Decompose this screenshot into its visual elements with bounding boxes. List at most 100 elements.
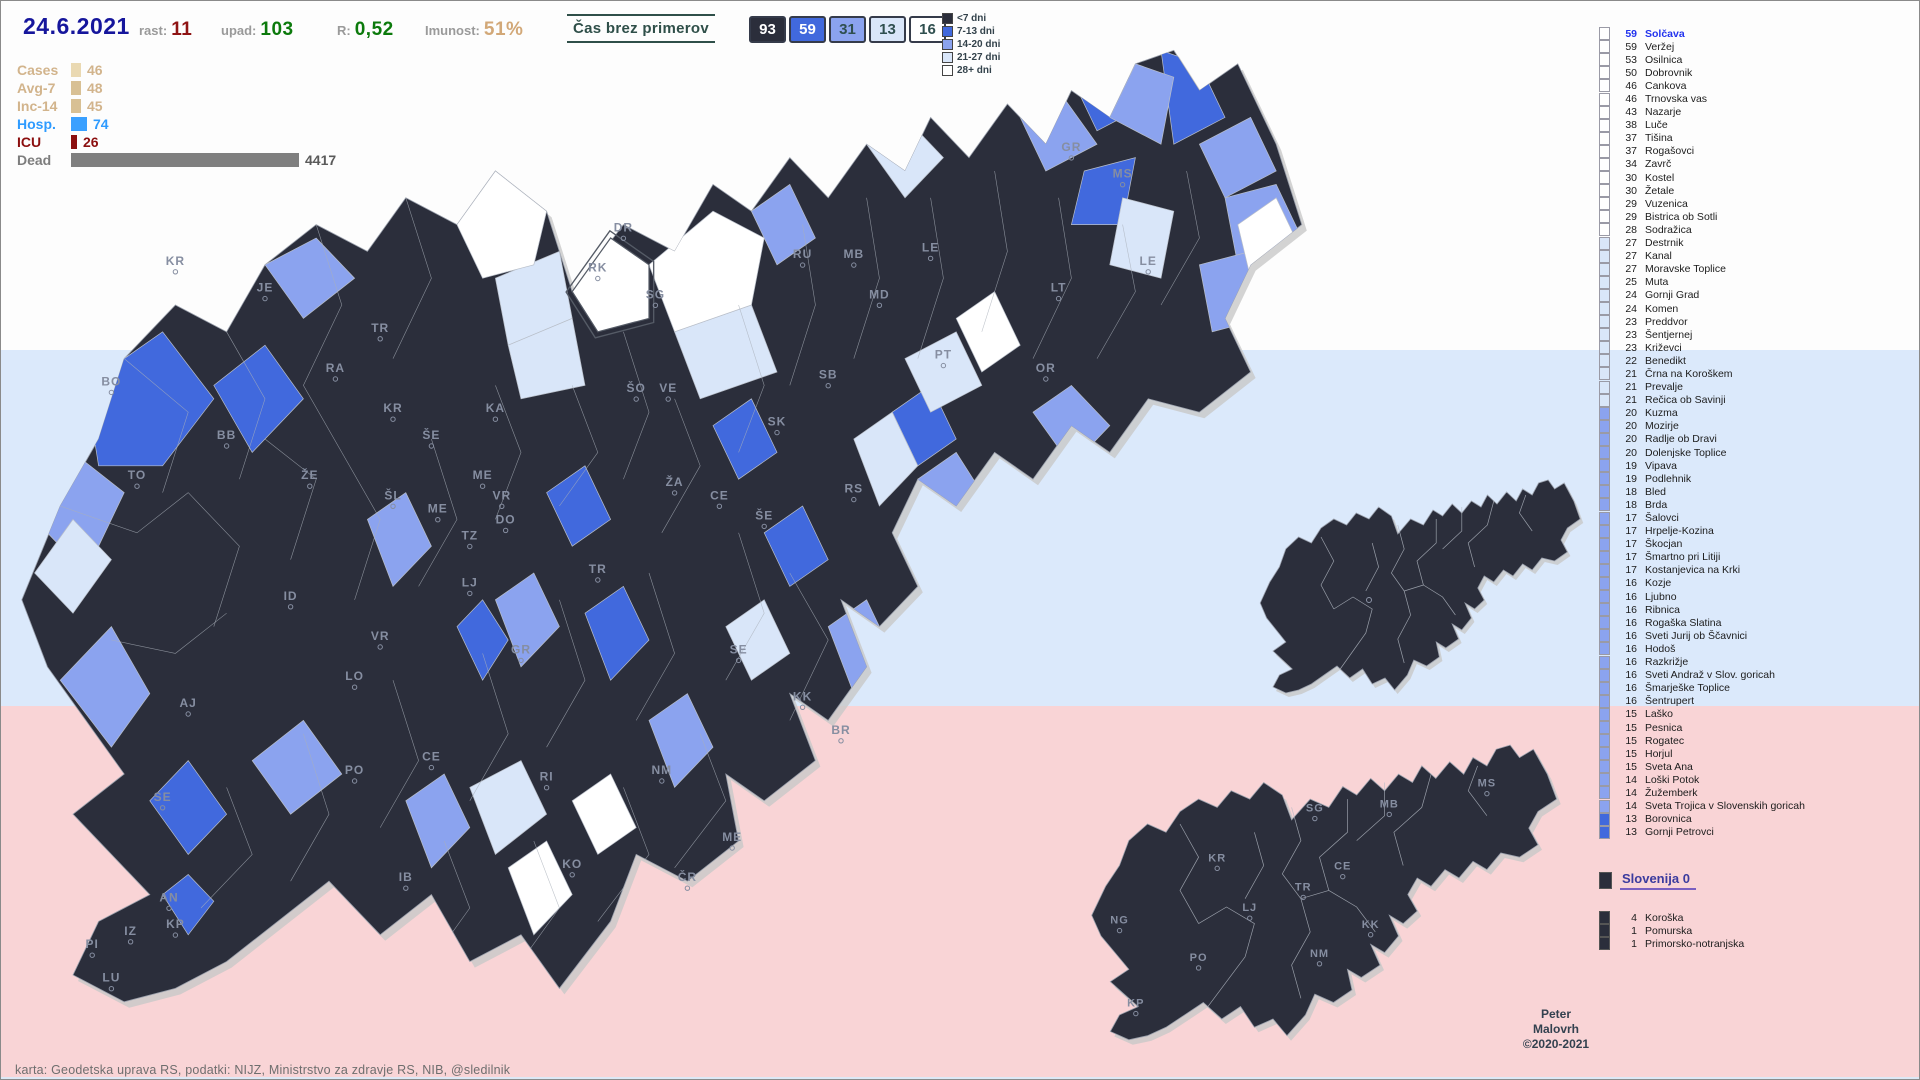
list-item-pesnica[interactable]: 15 Pesnica (1599, 721, 1805, 735)
list-item-radlje-ob-dravi[interactable]: 20 Radlje ob Dravi (1599, 432, 1805, 446)
list-item-gornji-grad[interactable]: 24 Gornji Grad (1599, 288, 1805, 302)
list-item-kri-evci[interactable]: 23 Križevci (1599, 341, 1805, 355)
list-item-bled[interactable]: 18 Bled (1599, 485, 1805, 499)
list-item-sol-ava[interactable]: 59 Solčava (1599, 27, 1805, 41)
region-item-koro-ka[interactable]: 4 Koroška (1599, 911, 1744, 925)
list-item-sveta-trojica-v-slovenskih-goricah[interactable]: 14 Sveta Trojica v Slovenskih goricah (1599, 799, 1805, 813)
list-item-razkri-je[interactable]: 16 Razkrižje (1599, 655, 1805, 669)
list-item-horjul[interactable]: 15 Horjul (1599, 747, 1805, 761)
chip-21-27dni[interactable]: 13 (869, 16, 906, 43)
list-item-cankova[interactable]: 46 Cankova (1599, 79, 1805, 93)
list-item-ver-ej[interactable]: 59 Veržej (1599, 40, 1805, 54)
chip-28+dni[interactable]: 16 (909, 16, 946, 43)
item-value: 20 (1625, 407, 1637, 420)
list-item-kanal[interactable]: 27 Kanal (1599, 249, 1805, 263)
chip-7-13dni[interactable]: 59 (789, 16, 826, 43)
item-value: 20 (1625, 420, 1637, 433)
item-value: 16 (1625, 656, 1637, 669)
list-item-kostanjevica-na-krki[interactable]: 17 Kostanjevica na Krki (1599, 563, 1805, 577)
list-item-hodo-[interactable]: 16 Hodoš (1599, 642, 1805, 656)
list-item-prevalje[interactable]: 21 Prevalje (1599, 380, 1805, 394)
list-item-komen[interactable]: 24 Komen (1599, 302, 1805, 316)
item-name: Škocjan (1645, 538, 1683, 551)
list-item-la-ko[interactable]: 15 Laško (1599, 707, 1805, 721)
list-item-sodra-ica[interactable]: 28 Sodražica (1599, 223, 1805, 237)
list-item-hrpelje-kozina[interactable]: 17 Hrpelje-Kozina (1599, 524, 1805, 538)
item-swatch (1599, 773, 1610, 787)
list-item--entjernej[interactable]: 23 Šentjernej (1599, 328, 1805, 342)
list-item-ti-ina[interactable]: 37 Tišina (1599, 131, 1805, 145)
counter-value: 74 (93, 116, 109, 132)
list-item-preddvor[interactable]: 23 Preddvor (1599, 315, 1805, 329)
region-item-primorsko-notranjska[interactable]: 1 Primorsko-notranjska (1599, 937, 1744, 951)
list-item-vuzenica[interactable]: 29 Vuzenica (1599, 197, 1805, 211)
item-value: 37 (1625, 132, 1637, 145)
list-item-dolenjske-toplice[interactable]: 20 Dolenjske Toplice (1599, 446, 1805, 460)
list-item--alovci[interactable]: 17 Šalovci (1599, 511, 1805, 525)
stat-label: R: (337, 23, 351, 38)
list-item-sveti-andra-v-slov-goricah[interactable]: 16 Sveti Andraž v Slov. goricah (1599, 668, 1805, 682)
legend-swatch (942, 52, 953, 63)
list-item-rogatec[interactable]: 15 Rogatec (1599, 734, 1805, 748)
region-item-pomurska[interactable]: 1 Pomurska (1599, 924, 1744, 938)
list-item-lu-e[interactable]: 38 Luče (1599, 118, 1805, 132)
list-item-kozje[interactable]: 16 Kozje (1599, 576, 1805, 590)
list-item-gornji-petrovci[interactable]: 13 Gornji Petrovci (1599, 825, 1805, 839)
list-item-brda[interactable]: 18 Brda (1599, 498, 1805, 512)
list-item-roga-ovci[interactable]: 37 Rogašovci (1599, 144, 1805, 158)
item-name: Zavrč (1645, 158, 1672, 171)
item-value: 28 (1625, 223, 1637, 236)
item-name: Preddvor (1645, 315, 1688, 328)
chip-14-20dni[interactable]: 31 (829, 16, 866, 43)
list-item-zavr-[interactable]: 34 Zavrč (1599, 157, 1805, 171)
list-item-trnovska-vas[interactable]: 46 Trnovska vas (1599, 92, 1805, 106)
slovenia-total-row[interactable]: Slovenija 0 (1599, 871, 1696, 890)
list-item--martno-pri-litiji[interactable]: 17 Šmartno pri Litiji (1599, 550, 1805, 564)
item-name: Sveta Trojica v Slovenskih goricah (1645, 800, 1805, 813)
item-name: Rogaška Slatina (1645, 616, 1722, 629)
time-without-cases-button[interactable]: Čas brez primerov (567, 14, 715, 43)
list-item-ribnica[interactable]: 16 Ribnica (1599, 603, 1805, 617)
item-name: Borovnica (1645, 813, 1692, 826)
small-region-map[interactable] (1259, 479, 1584, 697)
list-item-moravske-toplice[interactable]: 27 Moravske Toplice (1599, 262, 1805, 276)
bottom-region-map[interactable]: MS MB SG CE KR TR LJ KK NG NM PO KP (1091, 744, 1561, 1045)
list-item-ljubno[interactable]: 16 Ljubno (1599, 590, 1805, 604)
list-item-muta[interactable]: 25 Muta (1599, 275, 1805, 289)
list-item-bistrica-ob-sotli[interactable]: 29 Bistrica ob Sotli (1599, 210, 1805, 224)
list-item-benedikt[interactable]: 22 Benedikt (1599, 354, 1805, 368)
chip-<7dni[interactable]: 93 (749, 16, 786, 43)
list-item--etale[interactable]: 30 Žetale (1599, 184, 1805, 198)
svg-text:PO: PO (1190, 952, 1208, 964)
item-name: Luče (1645, 119, 1668, 132)
list-item--marje-ke-toplice[interactable]: 16 Šmarješke Toplice (1599, 681, 1805, 695)
list-item-mozirje[interactable]: 20 Mozirje (1599, 419, 1805, 433)
list-item-lo-ki-potok[interactable]: 14 Loški Potok (1599, 773, 1805, 787)
list-item-re-ica-ob-savinji[interactable]: 21 Rečica ob Savinji (1599, 393, 1805, 407)
list-item-osilnica[interactable]: 53 Osilnica (1599, 53, 1805, 67)
svg-text:DO: DO (496, 512, 516, 526)
svg-text:SE: SE (730, 642, 748, 656)
item-swatch (1599, 210, 1610, 224)
item-swatch (1599, 288, 1610, 302)
list-item-nazarje[interactable]: 43 Nazarje (1599, 105, 1805, 119)
list-item-kuzma[interactable]: 20 Kuzma (1599, 406, 1805, 420)
list-item-kostel[interactable]: 30 Kostel (1599, 171, 1805, 185)
list-item-destrnik[interactable]: 27 Destrnik (1599, 236, 1805, 250)
list-item-dobrovnik[interactable]: 50 Dobrovnik (1599, 66, 1805, 80)
svg-text:TR: TR (1295, 881, 1312, 893)
list-item-sveta-ana[interactable]: 15 Sveta Ana (1599, 760, 1805, 774)
list-item--kocjan[interactable]: 17 Škocjan (1599, 537, 1805, 551)
list-item--u-emberk[interactable]: 14 Žužemberk (1599, 786, 1805, 800)
list-item-sveti-jurij-ob-avnici[interactable]: 16 Sveti Jurij ob Ščavnici (1599, 629, 1805, 643)
list-item-roga-ka-slatina[interactable]: 16 Rogaška Slatina (1599, 616, 1805, 630)
list-item-borovnica[interactable]: 13 Borovnica (1599, 812, 1805, 826)
list-item-vipava[interactable]: 19 Vipava (1599, 459, 1805, 473)
main-municipality-map[interactable]: KR JE BO TO TR RA BB ŽE KR ŠE ŠL KA ME ME VR DO TZ LJ ID VR… (21, 49, 1307, 1008)
stat-label: Imunost: (425, 23, 480, 38)
item-value: 15 (1625, 708, 1637, 721)
svg-text:RA: RA (326, 361, 345, 375)
list-item-podlehnik[interactable]: 19 Podlehnik (1599, 472, 1805, 486)
list-item--entrupert[interactable]: 16 Šentrupert (1599, 694, 1805, 708)
list-item--rna-na-koro-kem[interactable]: 21 Črna na Koroškem (1599, 367, 1805, 381)
